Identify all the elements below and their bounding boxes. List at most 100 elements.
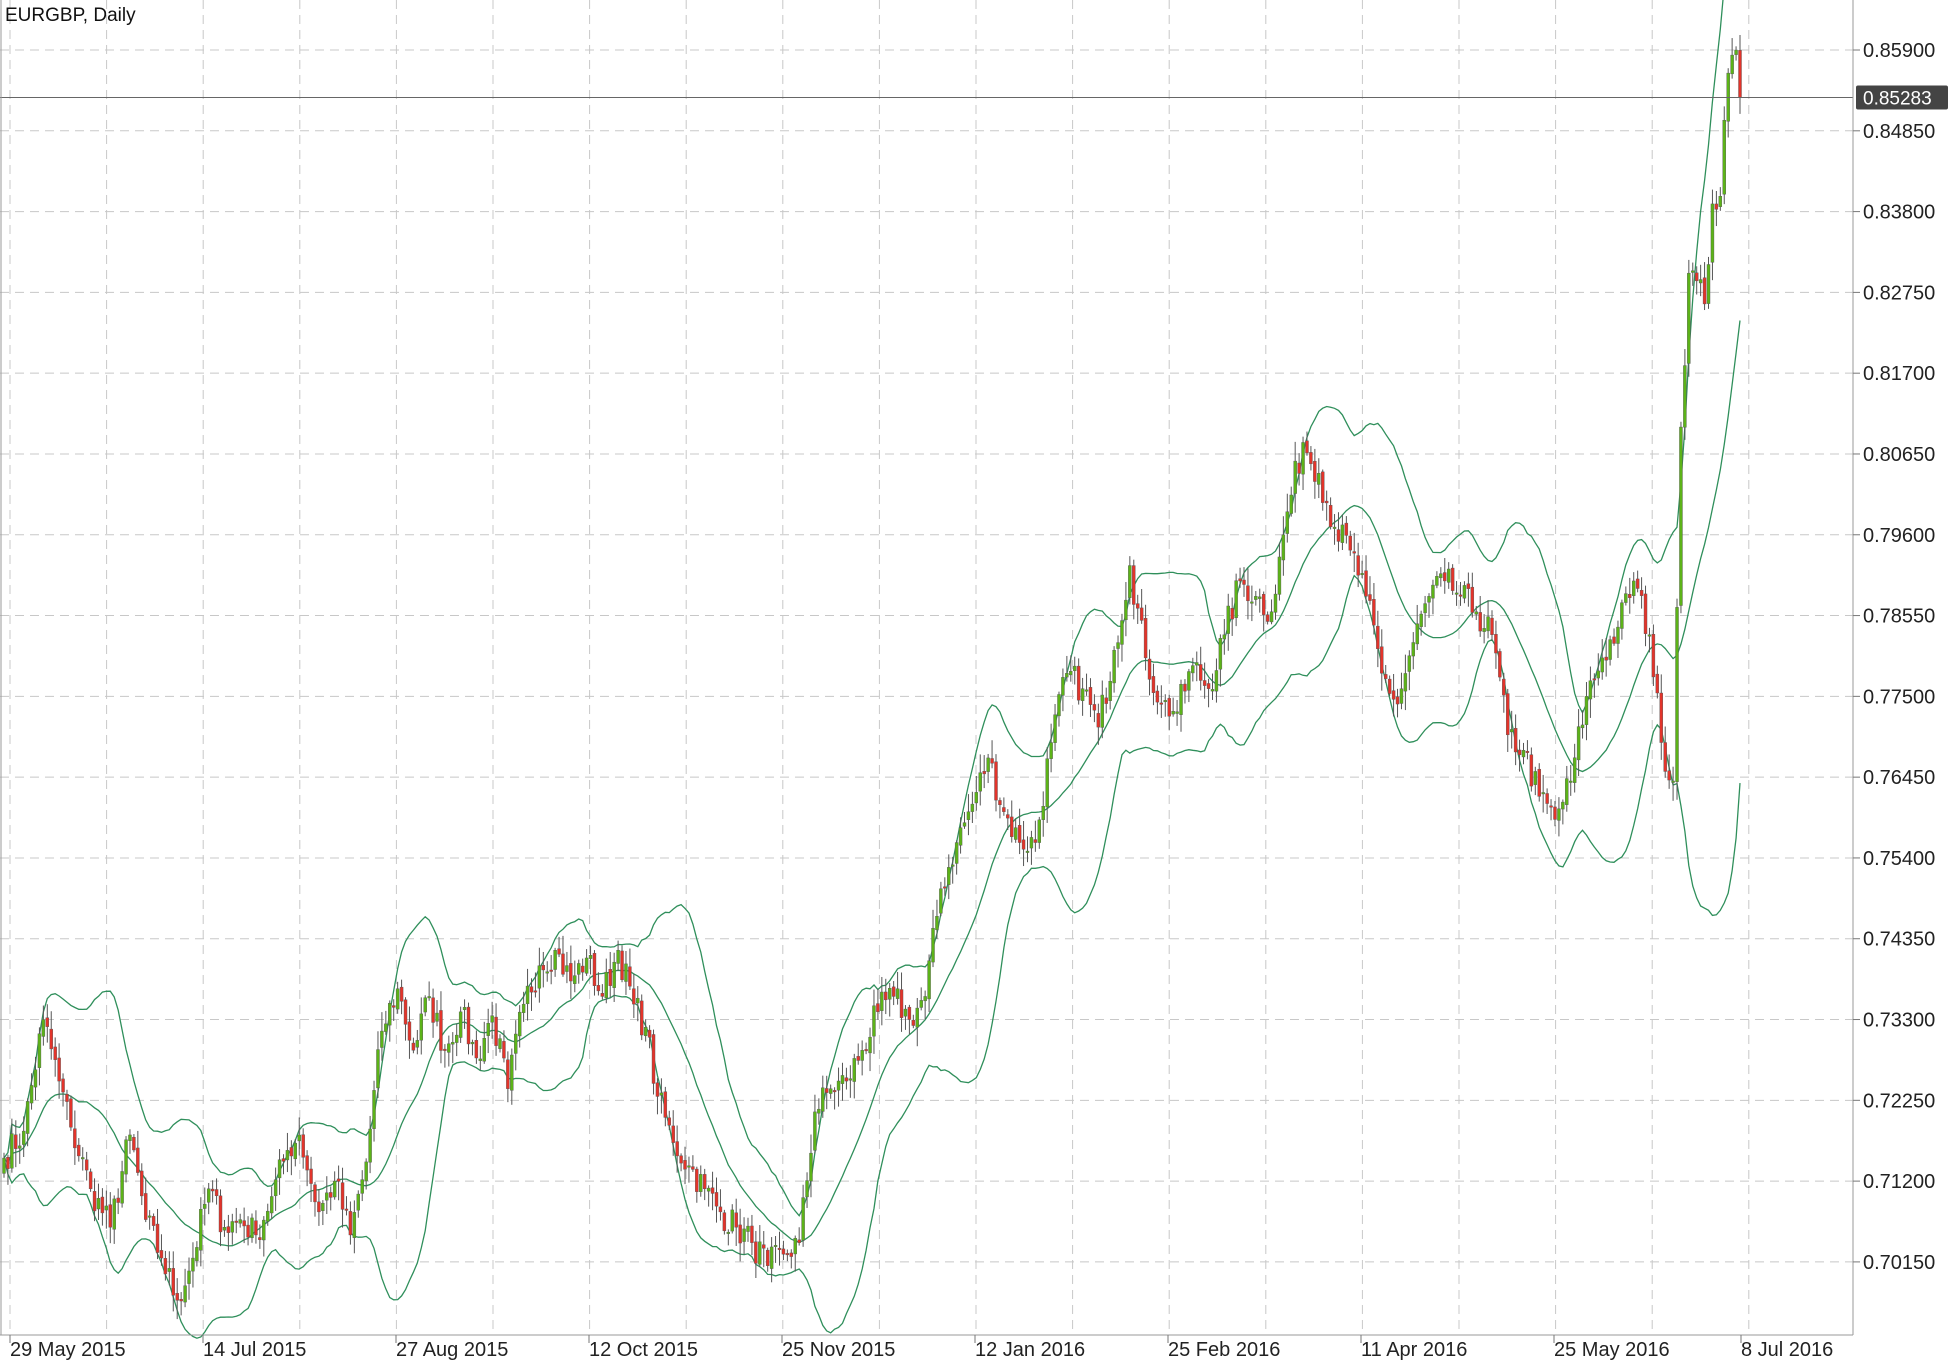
bear-candle-body — [108, 1204, 112, 1228]
candle — [1084, 673, 1089, 696]
bull-candle-body — [813, 1111, 817, 1151]
candle — [828, 1084, 833, 1099]
bollinger-bands — [3, 0, 1741, 1339]
bull-candle-body — [1454, 592, 1459, 595]
bull-candle-body — [565, 965, 569, 972]
candle — [1124, 582, 1128, 637]
bull-candle-body — [895, 988, 900, 999]
bear-candle-body — [411, 1042, 416, 1051]
bull-candle-body — [427, 996, 431, 999]
candle — [640, 994, 644, 1041]
candle — [529, 978, 534, 1011]
bull-candle-body — [836, 1080, 841, 1091]
bull-candle-body — [269, 1196, 274, 1214]
candle — [376, 1031, 380, 1099]
bear-candle-body — [1506, 693, 1510, 736]
bear-candle-body — [1513, 728, 1518, 753]
bear-candle-body — [1395, 696, 1400, 705]
bull-candle-body — [1171, 711, 1175, 715]
candle — [470, 1039, 475, 1056]
bear-candle-body — [884, 991, 888, 1001]
bear-candle-body — [309, 1168, 313, 1184]
bull-candle-body — [187, 1270, 191, 1284]
candle — [25, 1098, 30, 1147]
bull-candle-body — [923, 996, 927, 1002]
candle — [1635, 570, 1640, 593]
bull-candle-body — [746, 1225, 750, 1232]
candle — [588, 945, 593, 975]
bull-candle-body — [1360, 573, 1364, 576]
bull-candle-body — [1187, 671, 1191, 691]
candle — [1490, 610, 1494, 641]
price-tick-label: 0.81700 — [1863, 363, 1935, 385]
bull-candle-body — [266, 1210, 270, 1222]
bear-candle-body — [1639, 589, 1644, 596]
bear-candle-body — [69, 1098, 73, 1128]
candle — [1498, 648, 1502, 682]
candle — [1494, 620, 1498, 669]
candle — [1096, 703, 1101, 745]
bear-candle-body — [254, 1220, 258, 1236]
bear-candle-body — [1159, 702, 1164, 705]
candle — [1265, 611, 1270, 625]
bull-candle-body — [128, 1134, 132, 1141]
candle — [860, 1040, 864, 1076]
current-price-tag-background — [1856, 85, 1948, 110]
candle — [407, 1006, 412, 1059]
bear-candle-body — [1313, 460, 1317, 482]
candle — [1698, 264, 1703, 297]
bear-candle-body — [73, 1128, 77, 1149]
bull-candle-body — [1100, 694, 1104, 728]
candle — [301, 1128, 305, 1169]
candle — [1525, 740, 1530, 760]
bear-candle-body — [899, 989, 904, 1018]
bull-candle-body — [478, 1058, 483, 1061]
bull-candle-body — [490, 1015, 494, 1023]
bull-candle-body — [25, 1101, 30, 1134]
candle — [1706, 256, 1711, 309]
candle — [250, 1213, 254, 1243]
candle — [466, 1002, 471, 1055]
bull-candle-body — [687, 1165, 691, 1168]
candle — [880, 976, 884, 1026]
bear-candle-body — [301, 1134, 305, 1158]
candle — [671, 1110, 675, 1156]
candle — [1360, 560, 1364, 579]
bull-candle-body — [573, 975, 577, 984]
candle — [147, 1210, 152, 1230]
bear-candle-body — [651, 1034, 656, 1084]
bull-candle-body — [1065, 673, 1069, 678]
bear-candle-body — [1147, 658, 1152, 680]
bull-candle-body — [1037, 819, 1042, 843]
candle — [506, 1051, 510, 1103]
bull-candle-body — [372, 1090, 376, 1129]
bear-candle-body — [77, 1144, 81, 1157]
candle — [773, 1236, 778, 1263]
candle — [1029, 830, 1034, 865]
current-price-label: 0.85283 — [1863, 88, 1932, 109]
chart-grid — [0, 0, 1853, 1335]
candle — [1183, 679, 1187, 704]
bear-candle-body — [1305, 440, 1309, 454]
candle — [785, 1249, 790, 1262]
price-tick-label: 0.75400 — [1863, 848, 1935, 870]
candle — [994, 754, 998, 812]
candle — [313, 1181, 317, 1217]
bear-candle-body — [765, 1249, 770, 1266]
candle — [840, 1062, 845, 1101]
bear-candle-body — [1321, 471, 1325, 503]
bull-candle-body — [935, 916, 939, 931]
price-tick-label: 0.74350 — [1863, 929, 1935, 951]
bull-candle-body — [1734, 49, 1738, 55]
bear-candle-body — [1714, 203, 1719, 210]
bear-candle-body — [179, 1298, 183, 1302]
candle — [998, 797, 1002, 819]
candle — [1368, 576, 1372, 605]
candle — [163, 1250, 168, 1281]
candle — [1529, 747, 1534, 792]
bull-candle-body — [730, 1209, 734, 1232]
candle — [986, 753, 990, 784]
candle — [1561, 799, 1565, 825]
bear-candle-body — [1309, 452, 1313, 465]
bull-candle-body — [364, 1161, 368, 1182]
